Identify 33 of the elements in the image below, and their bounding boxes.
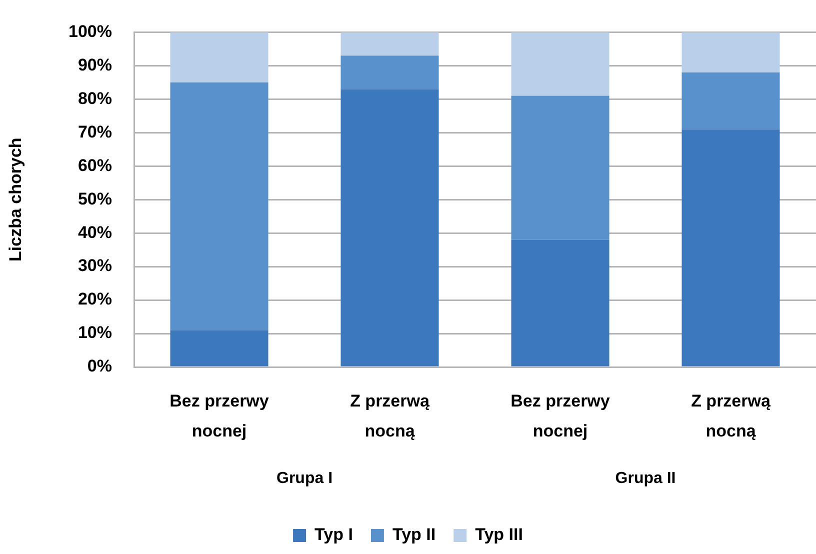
y-tick-label: 100% xyxy=(68,22,112,41)
y-tick-label: 10% xyxy=(78,323,112,342)
y-tick-label: 90% xyxy=(78,55,112,74)
bar xyxy=(511,96,610,240)
y-tick-label: 30% xyxy=(78,256,112,276)
bar xyxy=(340,56,439,90)
y-tick-label: 60% xyxy=(78,156,112,175)
legend-label: Typ III xyxy=(475,525,523,544)
x-tick-label: Bez przerwy nocnej xyxy=(510,392,610,440)
y-tick-label: 0% xyxy=(87,356,112,376)
y-tick-label: 40% xyxy=(78,222,112,242)
bar xyxy=(511,240,610,366)
y-tick-label: 20% xyxy=(78,290,112,309)
bar xyxy=(170,82,268,330)
x-tick-label: Z przerwą nocną xyxy=(350,392,430,440)
bar xyxy=(682,72,780,130)
bar xyxy=(682,129,780,366)
y-tick-label: 50% xyxy=(78,189,112,208)
bar xyxy=(340,32,439,56)
text: Grupa I xyxy=(276,470,333,488)
y-tick-label: 80% xyxy=(78,88,112,108)
bar xyxy=(170,32,268,82)
y-axis-title: Liczba chorych xyxy=(6,138,25,262)
legend-label: Typ I xyxy=(314,525,353,544)
x-tick-label: Z przerwą nocną xyxy=(691,392,771,440)
bar xyxy=(170,330,268,366)
x-tick-label: Bez przerwy nocnej xyxy=(170,392,270,440)
bar xyxy=(511,32,610,96)
text: Grupa II xyxy=(615,470,676,488)
legend-label: Typ II xyxy=(392,525,436,544)
bar xyxy=(340,89,439,366)
bar xyxy=(682,32,780,72)
y-tick-label: 70% xyxy=(78,122,112,142)
